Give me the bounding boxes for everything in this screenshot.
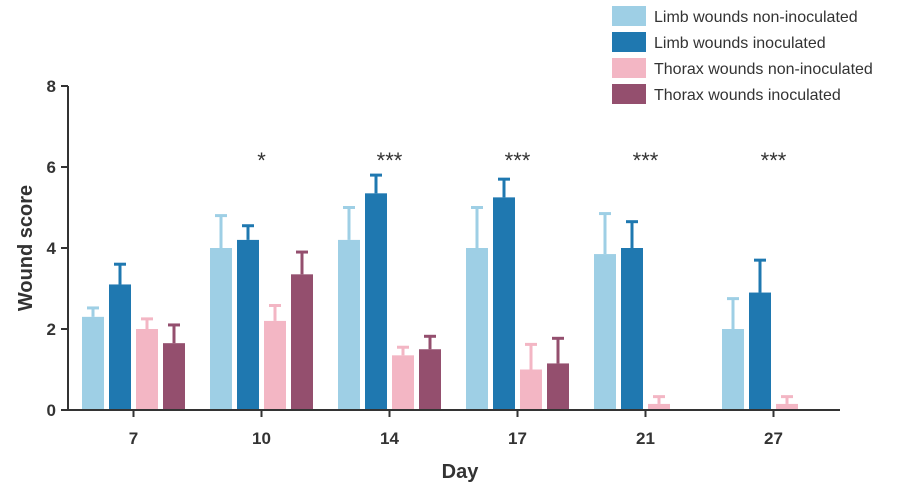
bar-2-14	[365, 193, 387, 410]
bar-4-10	[291, 274, 313, 410]
y-tick-label-0: 0	[47, 401, 56, 420]
legend-swatch-3	[612, 58, 646, 78]
legend-swatch-2	[612, 32, 646, 52]
x-tick-label-7: 7	[129, 429, 138, 448]
y-tick-label-6: 6	[47, 158, 56, 177]
x-tick-label-21: 21	[636, 429, 655, 448]
bar-1-7	[82, 316, 104, 410]
significance-marker-21: ***	[633, 148, 659, 173]
bar-1-21	[594, 254, 616, 410]
bar-1-10	[210, 248, 232, 410]
significance-marker-27: ***	[761, 148, 787, 173]
significance-marker-10: *	[257, 148, 266, 173]
significance-marker-14: ***	[377, 148, 403, 173]
y-tick-label-2: 2	[47, 320, 56, 339]
bar-3-10	[264, 320, 286, 410]
significance-marker-17: ***	[505, 148, 531, 173]
legend: Limb wounds non-inoculated Limb wounds in…	[612, 6, 873, 104]
x-tick-label-10: 10	[252, 429, 271, 448]
legend-label-1: Limb wounds non-inoculated	[654, 9, 858, 26]
legend-label-4: Thorax wounds inoculated	[654, 87, 841, 104]
bar-3-17	[520, 369, 542, 410]
legend-swatch-1	[612, 6, 646, 26]
x-tick-label-17: 17	[508, 429, 527, 448]
bar-2-17	[493, 197, 515, 410]
legend-label-2: Limb wounds inoculated	[654, 35, 826, 52]
bar-3-21	[648, 403, 670, 410]
bar-2-7	[109, 284, 131, 410]
axes-layer: 0 2 4 6 8 7 10 14 17 21 27	[47, 77, 840, 448]
bar-4-14	[419, 349, 441, 410]
bar-2-10	[237, 239, 259, 410]
bar-3-27	[776, 403, 798, 410]
x-axis-title: Day	[442, 461, 480, 483]
bar-1-17	[466, 248, 488, 410]
y-axis-title: Wound score	[15, 185, 37, 311]
x-tick-label-14: 14	[380, 429, 399, 448]
bar-1-27	[722, 329, 744, 410]
x-tick-label-27: 27	[764, 429, 783, 448]
bars-layer	[82, 173, 798, 410]
bar-3-7	[136, 329, 158, 410]
significance-layer: * *** *** *** ***	[257, 148, 787, 173]
bar-3-14	[392, 355, 414, 410]
y-tick-label-8: 8	[47, 77, 56, 96]
bar-4-7	[163, 343, 185, 410]
bar-2-21	[621, 248, 643, 410]
y-tick-label-4: 4	[47, 239, 57, 258]
bar-1-14	[338, 239, 360, 410]
legend-swatch-4	[612, 84, 646, 104]
bar-4-17	[547, 363, 569, 410]
legend-label-3: Thorax wounds non-inoculated	[654, 61, 873, 78]
bar-2-27	[749, 292, 771, 410]
